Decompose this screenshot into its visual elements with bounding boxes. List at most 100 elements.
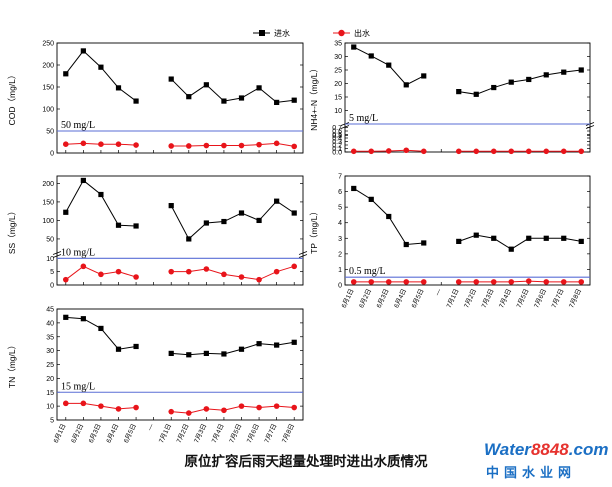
panel-cod: 0 50 100 150 200 250 COD（mg/L） 50 mg/L [7, 41, 304, 158]
point-inflow [291, 210, 297, 216]
limit-label: 50 mg/L [61, 120, 95, 131]
point-outflow [98, 403, 104, 409]
point-inflow [80, 177, 86, 184]
y-tick-label: 25 [46, 362, 54, 369]
point-outflow [133, 404, 139, 411]
x-tick-label: 7月6日 [532, 287, 548, 309]
point-outflow [350, 279, 357, 285]
point-inflow [508, 246, 514, 252]
x-tick-label: 6月5日 [122, 422, 138, 444]
point-outflow [221, 142, 227, 149]
point-outflow [560, 148, 567, 155]
y-tick-label: 0.4 [332, 136, 342, 143]
point-inflow [98, 64, 104, 70]
point-inflow [168, 350, 174, 356]
point-inflow [473, 232, 479, 238]
point-inflow [98, 325, 104, 332]
point-outflow [98, 271, 104, 278]
point-inflow [186, 94, 192, 100]
series-line-inflow [65, 179, 137, 227]
point-inflow [98, 191, 104, 198]
point-inflow [561, 235, 567, 241]
point-outflow [115, 406, 122, 412]
point-outflow [455, 148, 462, 155]
point-inflow [543, 235, 549, 241]
point-outflow [115, 141, 122, 147]
point-outflow [256, 141, 262, 148]
y-tick-label: 40 [46, 320, 54, 327]
point-inflow [368, 196, 374, 202]
point-inflow [526, 235, 532, 241]
point-outflow [203, 406, 210, 412]
point-inflow [186, 352, 192, 358]
legend-inflow-label: 进水 [274, 28, 290, 38]
point-outflow [273, 268, 280, 275]
watermark-brand-number: 8848 [530, 440, 569, 459]
y-axis-label: TP（mg/L） [309, 207, 319, 254]
point-inflow [256, 341, 262, 347]
watermark-brand: Water8848.com [484, 440, 608, 460]
panel-ss: 0 5 10 50 100 150 200 SS（mg/L） 10 mg/L [7, 175, 308, 290]
point-outflow [203, 142, 210, 149]
watermark-logo: Water8848.com 中国水业网 [484, 440, 608, 484]
point-inflow [403, 82, 409, 88]
point-inflow [168, 203, 174, 209]
point-outflow [473, 279, 480, 285]
point-inflow [221, 218, 227, 225]
y-tick-label: 35 [334, 41, 342, 48]
watermark-brand-prefix: Water [484, 440, 531, 459]
y-tick-label: 10 [46, 404, 54, 411]
point-inflow [456, 238, 462, 244]
point-inflow [351, 185, 357, 192]
x-tick-label: 7月4日 [210, 422, 226, 444]
point-inflow [115, 346, 122, 352]
y-tick-label: 0.5 [332, 132, 342, 139]
point-outflow [62, 400, 69, 407]
point-inflow [456, 89, 462, 95]
point-outflow [256, 404, 262, 411]
panel-nh4: 0.00.10.20.30.40.50.60.70.8 10 15 20 25 30 35 N… [309, 41, 595, 157]
point-inflow [133, 98, 139, 104]
point-outflow [203, 266, 210, 272]
y-tick-label: 0 [50, 283, 54, 290]
point-inflow [133, 223, 139, 229]
y-tick-label: 0.7 [332, 125, 342, 132]
point-inflow [421, 73, 427, 79]
x-tick-label: 7月7日 [263, 422, 279, 444]
point-outflow [578, 148, 585, 155]
y-axis-label: TN（mg/L） [7, 341, 17, 388]
panel-tp: 0 1 2 3 4 5 6 7 6月1日 6月2日 6月3日 6月4日 6月5日 —7月1日 7月2日 7月3… [309, 174, 591, 309]
series-line-inflow [65, 316, 137, 350]
point-inflow [133, 343, 139, 350]
y-tick-label: 30 [334, 54, 342, 61]
point-inflow [578, 238, 584, 244]
y-tick-label: 150 [42, 85, 54, 92]
y-tick-label: 7 [338, 174, 342, 181]
point-outflow [291, 404, 298, 411]
axis-break-mark [52, 251, 62, 258]
y-tick-label: 50 [46, 236, 54, 243]
point-inflow [403, 241, 409, 248]
point-outflow [403, 147, 410, 154]
series-line-inflow [65, 50, 137, 102]
limit-label: 15 mg/L [61, 381, 95, 392]
y-tick-label: 200 [42, 181, 54, 188]
limit-label: 5 mg/L [349, 113, 378, 124]
y-tick-label: 10 [334, 108, 342, 115]
series-line-outflow [171, 265, 295, 281]
point-outflow [508, 148, 515, 155]
point-inflow [274, 198, 280, 204]
y-tick-label: 3 [338, 236, 342, 243]
y-tick-label: 25 [334, 68, 342, 75]
legend: 进水 出水 [253, 28, 370, 38]
x-tick-label: 7月2日 [462, 287, 478, 309]
series-line-outflow [171, 142, 295, 147]
point-inflow [63, 209, 69, 215]
y-tick-label: 5 [50, 269, 54, 276]
point-outflow [525, 278, 532, 284]
x-tick-label: — [146, 422, 155, 431]
y-tick-label: 100 [42, 107, 54, 114]
y-tick-label: 200 [42, 63, 54, 70]
y-tick-label: 0.2 [332, 143, 342, 150]
